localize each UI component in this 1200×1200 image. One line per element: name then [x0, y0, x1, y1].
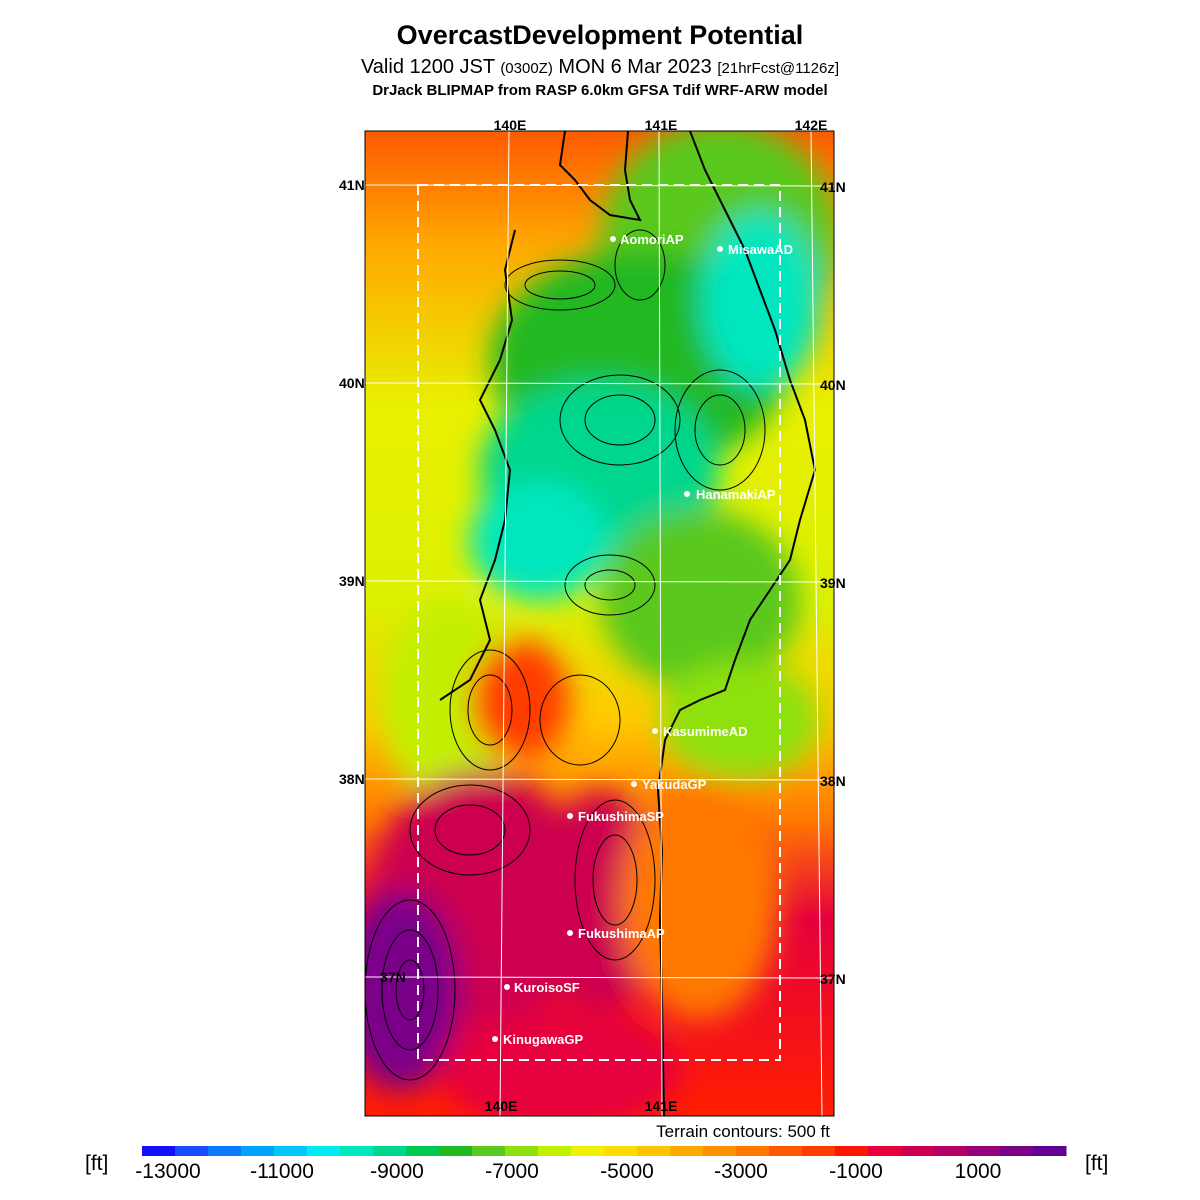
colorbar-swatch: [307, 1146, 341, 1156]
forecast-field: [365, 131, 834, 1116]
lat-label-right: 38N: [820, 773, 846, 789]
valid-date: MON 6 Mar 2023: [558, 56, 712, 78]
colorbar-swatch: [505, 1146, 539, 1156]
terrain-contours: [364, 229, 766, 1081]
station-label: FukushimaAP: [578, 926, 665, 941]
lat-label-right: 41N: [820, 179, 846, 195]
lat-label-left: 41N: [339, 177, 365, 193]
colorbar-swatch: [373, 1146, 407, 1156]
colorbar: [142, 1146, 1067, 1156]
colorbar-swatch: [769, 1146, 803, 1156]
colorbar-swatch: [934, 1146, 968, 1156]
station-markers: AomoriAP MisawaAD HanamakiAP KasumimeAD …: [492, 232, 793, 1047]
lon-labels-top: 140E 141E 142E: [494, 117, 828, 133]
colorbar-tick: -9000: [370, 1160, 424, 1183]
lon-label-bottom: 141E: [645, 1098, 678, 1114]
colorbar-tick: -5000: [600, 1160, 654, 1183]
colorbar-swatch: [340, 1146, 374, 1156]
colorbar-swatch: [868, 1146, 902, 1156]
lat-label-left: 40N: [339, 375, 365, 391]
lat-label-left: 37N: [380, 969, 406, 985]
station-label: FukushimaSP: [578, 809, 664, 824]
station-fukushimaap[interactable]: FukushimaAP: [567, 926, 665, 941]
colorbar-swatch: [274, 1146, 308, 1156]
station-yakudagp[interactable]: YakudaGP: [631, 777, 707, 792]
colorbar-swatch: [802, 1146, 836, 1156]
lat-label-left: 38N: [339, 771, 365, 787]
colorbar-swatch: [637, 1146, 671, 1156]
colorbar-swatch: [835, 1146, 869, 1156]
valid-utc: (0300Z): [500, 60, 553, 77]
lat-label-right: 39N: [820, 575, 846, 591]
station-fukushimasp[interactable]: FukushimaSP: [567, 809, 664, 824]
model-line: DrJack BLIPMAP from RASP 6.0km GFSA Tdif…: [372, 82, 828, 99]
colorbar-swatch: [538, 1146, 572, 1156]
lat-label-left: 39N: [339, 573, 365, 589]
colorbar-unit-right: [ft]: [1085, 1152, 1108, 1175]
lon-labels-bottom: 140E 141E: [485, 1098, 678, 1114]
colorbar-tick: 1000: [955, 1160, 1002, 1183]
colorbar-swatch: [1000, 1146, 1034, 1156]
colorbar-swatch: [901, 1146, 935, 1156]
map-title: OvercastDevelopment Potential: [396, 20, 804, 50]
colorbar-swatch: [604, 1146, 638, 1156]
inner-domain-boundary: [417, 184, 781, 1061]
colorbar-unit-left: [ft]: [85, 1152, 108, 1175]
colorbar-swatch: [967, 1146, 1001, 1156]
lat-labels-right: 41N 40N 39N 38N 37N: [820, 179, 846, 987]
colorbar-swatch: [439, 1146, 473, 1156]
coastline: [439, 131, 817, 1116]
terrain-contour-note: Terrain contours: 500 ft: [656, 1122, 830, 1141]
colorbar-tick: -11000: [250, 1160, 314, 1183]
lat-label-right: 40N: [820, 377, 846, 393]
station-label: KuroisoSF: [514, 980, 580, 995]
colorbar-tick: -3000: [714, 1160, 768, 1183]
lon-label-top: 140E: [494, 117, 527, 133]
lon-label-top: 142E: [795, 117, 828, 133]
valid-time-line: Valid 1200 JST (0300Z) MON 6 Mar 2023 [2…: [0, 56, 1200, 79]
colorbar-tick: -13000: [135, 1160, 200, 1183]
station-kinugawagp[interactable]: KinugawaGP: [492, 1032, 584, 1047]
station-misawaad[interactable]: MisawaAD: [717, 242, 793, 257]
station-hanamakiap[interactable]: HanamakiAP: [684, 487, 776, 502]
colorbar-tick: -7000: [485, 1160, 539, 1183]
colorbar-swatch: [241, 1146, 275, 1156]
station-kasumimead[interactable]: KasumimeAD: [652, 724, 748, 739]
lat-label-right: 37N: [820, 971, 846, 987]
lon-label-top: 141E: [645, 117, 678, 133]
colorbar-swatch: [175, 1146, 209, 1156]
colorbar-swatch: [142, 1146, 176, 1156]
forecast-tag: [21hrFcst@1126z]: [717, 60, 840, 77]
station-label: AomoriAP: [620, 232, 684, 247]
station-label: HanamakiAP: [696, 487, 776, 502]
station-label: KasumimeAD: [663, 724, 748, 739]
colorbar-swatch: [670, 1146, 704, 1156]
station-label: YakudaGP: [642, 777, 707, 792]
colorbar-swatch: [472, 1146, 506, 1156]
colorbar-swatch: [208, 1146, 242, 1156]
colorbar-swatch: [1033, 1146, 1067, 1156]
lon-label-bottom: 140E: [485, 1098, 518, 1114]
lat-labels-left: 41N 40N 39N 38N 37N: [339, 177, 406, 985]
station-kuroisosf[interactable]: KuroisoSF: [504, 980, 580, 995]
colorbar-tick-labels: -13000 -11000 -9000 -7000 -5000 -3000 -1…: [135, 1160, 1001, 1183]
station-label: KinugawaGP: [503, 1032, 584, 1047]
station-label: MisawaAD: [728, 242, 793, 257]
colorbar-swatch: [406, 1146, 440, 1156]
valid-prefix: Valid 1200 JST: [360, 56, 495, 78]
colorbar-swatch: [736, 1146, 770, 1156]
station-aomoriap[interactable]: AomoriAP: [610, 232, 684, 247]
colorbar-swatch: [703, 1146, 737, 1156]
colorbar-tick: -1000: [829, 1160, 883, 1183]
colorbar-swatch: [571, 1146, 605, 1156]
map-frame: [364, 130, 835, 1117]
